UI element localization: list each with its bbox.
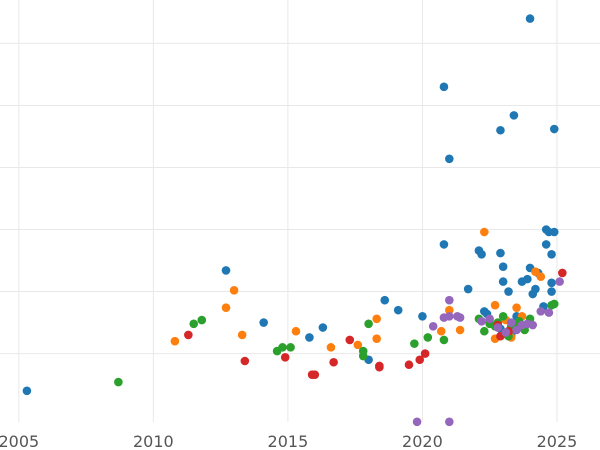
data-point-red xyxy=(184,330,193,340)
data-point-blue xyxy=(504,287,513,296)
data-point-orange xyxy=(445,305,454,315)
data-point-orange xyxy=(480,227,489,237)
data-point-green xyxy=(197,315,207,325)
data-point-blue xyxy=(547,278,556,288)
grid-layer xyxy=(0,0,600,422)
data-point-orange xyxy=(455,325,465,335)
data-point-green xyxy=(114,377,123,387)
data-point-orange xyxy=(512,303,521,312)
x-tick-label: 2010 xyxy=(133,432,174,450)
tick-labels: 2005 2010 2015 2020 2025 xyxy=(0,432,577,450)
data-point-red xyxy=(280,352,290,362)
data-point-green xyxy=(189,319,199,329)
data-point-blue xyxy=(496,125,505,135)
data-point-purple xyxy=(445,295,454,305)
data-point-green xyxy=(498,312,508,321)
data-point-blue xyxy=(547,287,556,296)
data-point-green xyxy=(549,299,559,309)
points-layer xyxy=(22,14,567,427)
data-point-purple xyxy=(555,277,564,286)
data-point-blue xyxy=(509,111,519,120)
data-point-purple xyxy=(544,308,554,317)
x-tick-label: 2020 xyxy=(402,432,443,450)
data-point-orange xyxy=(536,272,546,281)
data-point-blue xyxy=(547,250,556,259)
data-point-blue xyxy=(305,333,314,342)
data-point-green xyxy=(358,351,368,361)
data-point-purple xyxy=(445,312,454,321)
data-point-purple xyxy=(455,313,465,322)
data-point-blue xyxy=(221,266,231,275)
x-tick-label: 2015 xyxy=(268,432,309,450)
data-point-blue xyxy=(525,14,535,23)
data-point-red xyxy=(375,361,384,371)
data-point-green xyxy=(364,319,373,329)
data-point-green xyxy=(423,333,433,342)
data-point-purple xyxy=(512,325,521,335)
data-point-orange xyxy=(229,285,239,295)
data-point-blue xyxy=(259,318,268,327)
data-point-blue xyxy=(549,227,559,237)
data-point-orange xyxy=(490,300,500,310)
data-point-purple xyxy=(501,328,511,337)
data-point-red xyxy=(345,335,355,345)
data-point-green xyxy=(278,343,287,352)
data-point-blue xyxy=(477,250,486,259)
data-point-purple xyxy=(493,323,503,332)
data-point-green xyxy=(410,339,419,348)
data-point-purple xyxy=(412,417,422,427)
data-point-red xyxy=(558,268,567,278)
data-point-blue xyxy=(496,248,505,258)
data-point-blue xyxy=(318,323,328,332)
data-point-orange xyxy=(353,340,363,350)
data-point-purple xyxy=(485,314,494,324)
data-point-red xyxy=(310,370,320,379)
data-point-orange xyxy=(436,326,446,336)
data-point-purple xyxy=(506,318,516,327)
data-point-blue xyxy=(439,82,449,92)
data-point-blue xyxy=(549,124,559,134)
data-point-blue xyxy=(463,284,473,294)
data-point-blue xyxy=(531,284,540,294)
data-point-red xyxy=(404,360,414,370)
data-point-blue xyxy=(445,154,454,164)
data-point-purple xyxy=(528,320,538,330)
data-point-blue xyxy=(380,295,390,305)
data-point-blue xyxy=(439,240,449,249)
data-point-blue xyxy=(498,277,508,286)
data-point-orange xyxy=(372,334,381,343)
data-point-blue xyxy=(498,262,508,272)
x-tick-label: 2005 xyxy=(0,432,39,450)
data-point-orange xyxy=(326,343,336,352)
data-point-blue xyxy=(523,274,532,284)
data-point-orange xyxy=(170,336,180,346)
data-point-green xyxy=(480,326,489,336)
data-point-red xyxy=(329,357,338,367)
data-point-blue xyxy=(393,305,403,315)
data-point-green xyxy=(286,343,295,352)
data-point-blue xyxy=(418,312,427,321)
data-point-orange xyxy=(221,303,231,312)
data-point-orange xyxy=(372,314,381,324)
data-point-purple xyxy=(536,307,546,316)
data-point-purple xyxy=(445,417,454,427)
data-point-purple xyxy=(477,317,486,326)
data-point-red xyxy=(240,356,250,366)
data-point-red xyxy=(415,355,425,365)
data-point-red xyxy=(420,349,430,358)
data-point-blue xyxy=(22,386,32,396)
data-point-green xyxy=(439,335,449,345)
data-point-orange xyxy=(291,326,301,336)
data-point-orange xyxy=(237,330,247,340)
data-point-blue xyxy=(541,240,551,249)
data-point-purple xyxy=(428,321,438,331)
x-tick-label: 2025 xyxy=(537,432,578,450)
